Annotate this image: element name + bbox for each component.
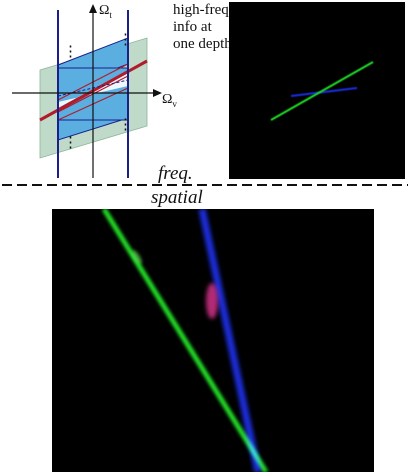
dots-bottom-right: ⋮ <box>118 117 133 133</box>
omega-t-label: Ωt <box>99 3 112 20</box>
spatial-image-panel <box>52 209 374 472</box>
annotation-line-1: high-freq <box>173 2 229 18</box>
dots-top-left: ⋮ <box>63 44 78 60</box>
axis-arrowhead <box>153 89 162 97</box>
frequency-spectrum-panel <box>229 2 405 179</box>
magenta-overlap <box>206 283 218 319</box>
axis-arrowhead <box>89 4 97 13</box>
annotation-line-3: one depth <box>173 36 232 52</box>
annotation-text: high-freq info at one depth <box>173 2 233 53</box>
freq-label: freq. <box>158 163 193 184</box>
annotation-line-2: info at <box>173 19 212 35</box>
omega-v-label: Ωv <box>162 92 177 109</box>
blue-ray <box>198 209 262 472</box>
spectrum-green <box>270 61 374 121</box>
green-ray <box>101 209 269 472</box>
green-highlight <box>132 250 142 264</box>
dots-top-right: ⋮ <box>118 32 133 48</box>
frequency-diagram <box>12 4 162 178</box>
dots-bottom-left: ⋮ <box>63 135 78 151</box>
spatial-label: spatial <box>151 187 203 208</box>
spectrum-blue <box>290 87 358 97</box>
separator-dashed-line <box>2 184 408 186</box>
